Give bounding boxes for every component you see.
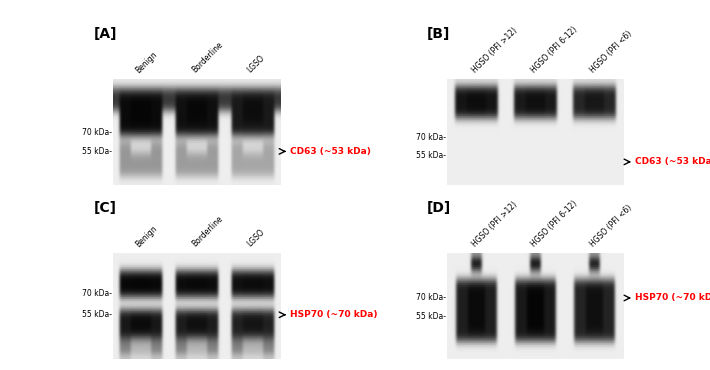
Text: CD63 (~53 kDa): CD63 (~53 kDa) [290,147,371,156]
Text: 55 kDa-: 55 kDa- [82,147,111,156]
Text: CD63 (~53 kDa): CD63 (~53 kDa) [635,157,710,166]
Text: HGSO (PFI >12): HGSO (PFI >12) [471,200,519,249]
Text: HGSO (PFI 6-12): HGSO (PFI 6-12) [530,25,579,75]
Text: 55 kDa-: 55 kDa- [82,310,111,319]
Text: 55 kDa-: 55 kDa- [416,151,447,160]
Text: HSP70 (~70 kDa): HSP70 (~70 kDa) [290,310,378,319]
Text: [C]: [C] [93,201,116,215]
Text: Benign: Benign [134,50,159,75]
Text: [B]: [B] [427,27,450,41]
Text: 70 kDa-: 70 kDa- [82,128,111,137]
Text: [A]: [A] [93,27,117,41]
Text: Benign: Benign [134,223,159,249]
Text: LGSO: LGSO [246,54,267,75]
Text: Borderline: Borderline [190,214,224,249]
Text: 70 kDa-: 70 kDa- [416,293,447,303]
Text: HGSO (PFI <6): HGSO (PFI <6) [589,29,634,75]
Text: [D]: [D] [427,201,452,215]
Text: HGSO (PFI 6-12): HGSO (PFI 6-12) [530,199,579,249]
Text: 70 kDa-: 70 kDa- [416,133,447,142]
Text: Borderline: Borderline [190,40,224,75]
Text: HSP70 (~70 kDa): HSP70 (~70 kDa) [635,293,710,303]
Text: HGSO (PFI <6): HGSO (PFI <6) [589,203,634,249]
Text: 55 kDa-: 55 kDa- [416,312,447,322]
Text: HGSO (PFI >12): HGSO (PFI >12) [471,26,519,75]
Text: 70 kDa-: 70 kDa- [82,289,111,298]
Text: LGSO: LGSO [246,228,267,249]
